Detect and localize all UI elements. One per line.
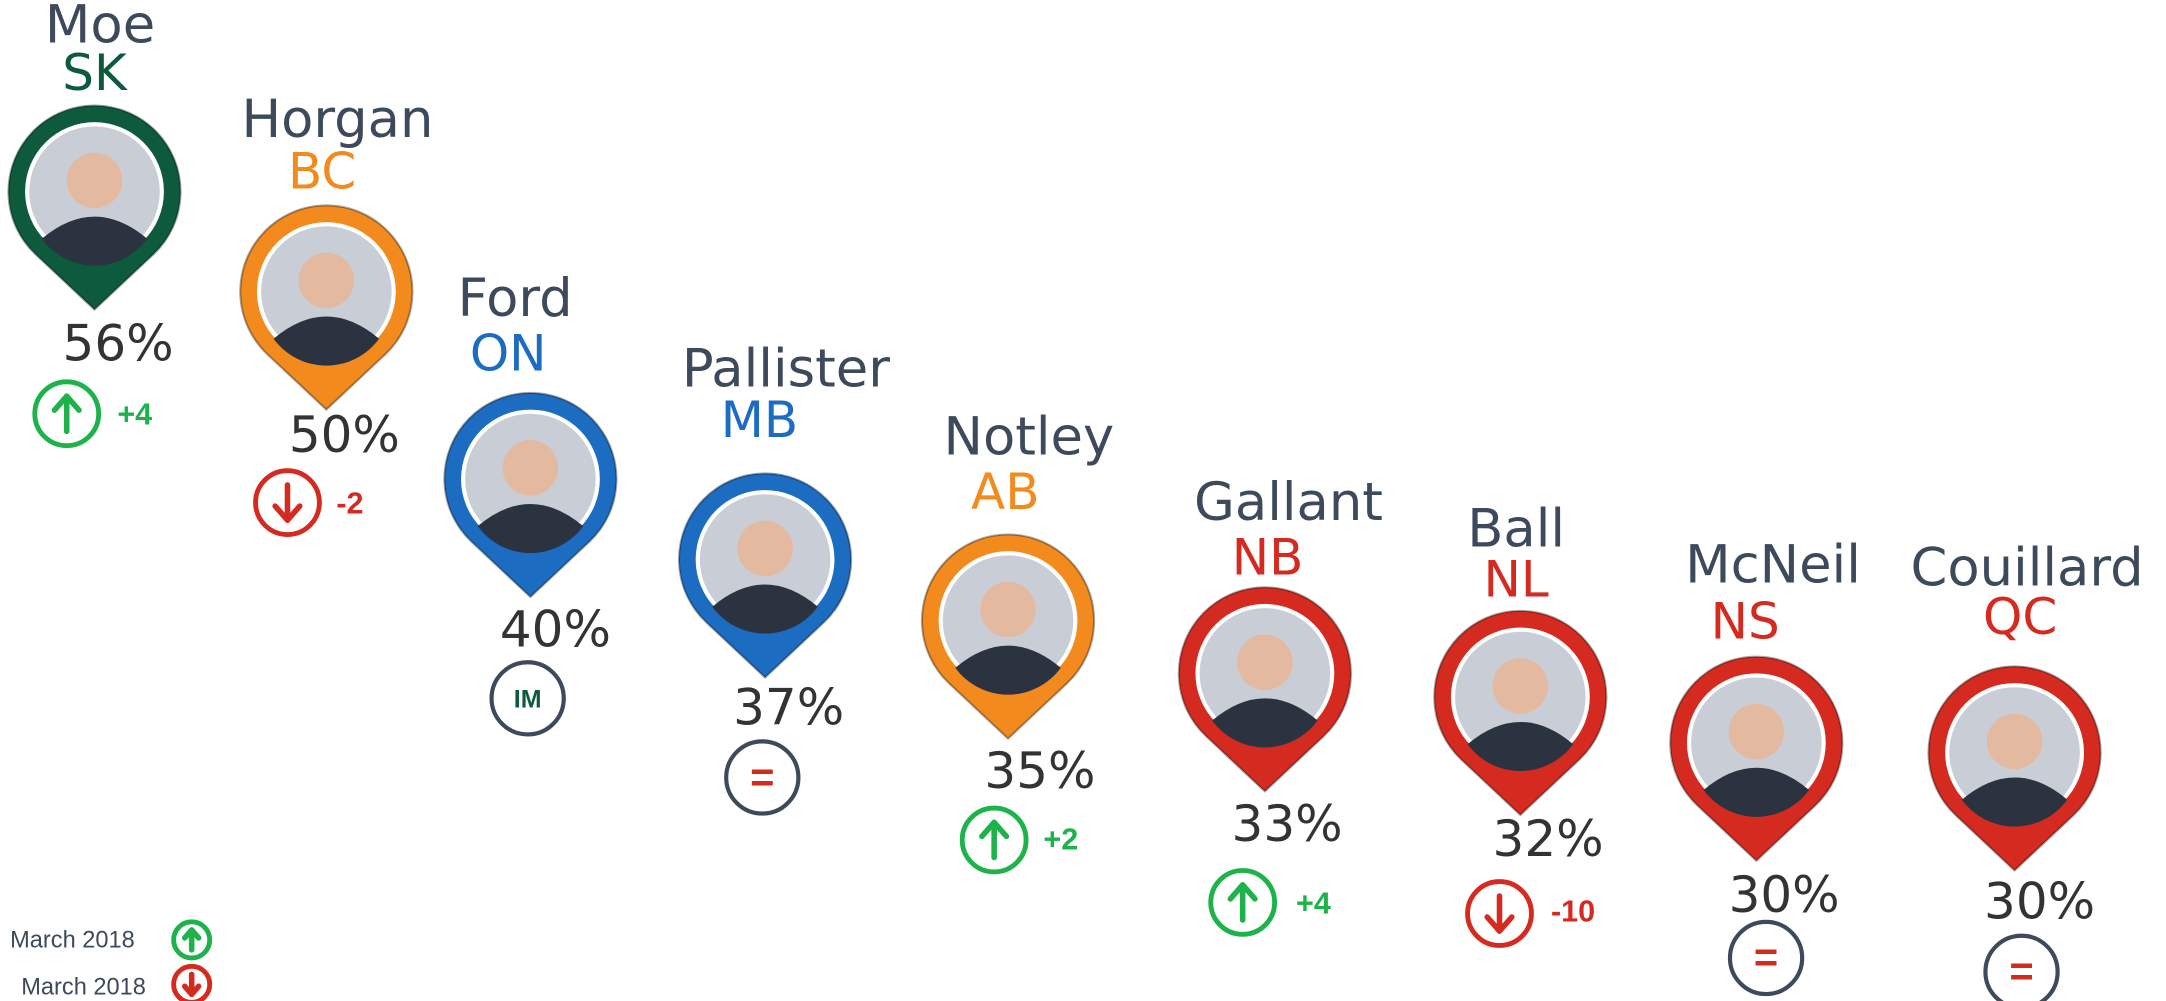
status-badge-label: =	[2009, 948, 2033, 995]
photo-head	[1493, 658, 1549, 714]
province: NS	[1711, 592, 1780, 650]
approval: 32%	[1493, 810, 1604, 868]
approval: 56%	[63, 315, 174, 373]
legend-label: March 2018	[10, 928, 135, 954]
legend-label: March 2018	[21, 975, 146, 1001]
premier-name: Notley	[943, 407, 1114, 468]
change: +4	[117, 398, 152, 432]
province: AB	[971, 463, 1039, 521]
province: ON	[470, 324, 547, 382]
approval-infographic: MoeSK56%+4HorganBC50%-2FordON40%IMPallis…	[0, 0, 2166, 1001]
photo-head	[1987, 714, 2043, 770]
photo-head	[299, 253, 355, 309]
province: QC	[1983, 588, 2057, 646]
status-badge-label: IM	[514, 686, 542, 714]
change: -10	[1551, 895, 1595, 929]
photo-head	[1729, 704, 1785, 760]
photo-head	[67, 153, 123, 209]
premier-name: Horgan	[241, 89, 433, 150]
approval: 35%	[984, 742, 1095, 800]
photo-head	[503, 440, 559, 496]
approval: 40%	[500, 601, 611, 659]
photo-head	[980, 582, 1036, 638]
change: +2	[1043, 822, 1078, 856]
province: NL	[1484, 551, 1549, 609]
approval: 37%	[733, 678, 844, 736]
change: +4	[1296, 886, 1331, 920]
province: SK	[62, 44, 128, 102]
province: MB	[721, 391, 798, 449]
status-badge-label: =	[750, 753, 774, 800]
province: BC	[288, 142, 356, 200]
premier-name: McNeil	[1685, 534, 1861, 595]
approval: 33%	[1232, 795, 1343, 853]
approval: 50%	[289, 406, 400, 464]
photo-head	[737, 521, 793, 577]
premier-name: Gallant	[1194, 472, 1383, 533]
approval: 30%	[1729, 866, 1840, 924]
premier-name: Ford	[458, 268, 573, 329]
change: -2	[336, 486, 363, 520]
photo-head	[1237, 634, 1293, 690]
status-badge-label: =	[1754, 934, 1778, 981]
approval: 30%	[1984, 873, 2095, 931]
province: NB	[1232, 528, 1304, 586]
